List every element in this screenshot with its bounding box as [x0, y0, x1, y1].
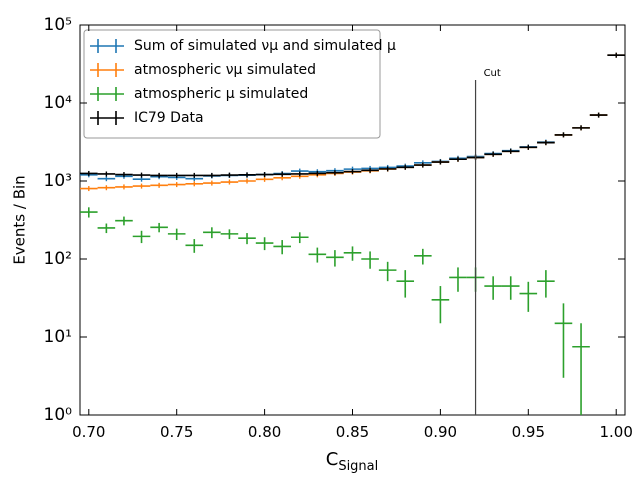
legend-label: atmospheric νμ simulated [134, 62, 316, 78]
legend-label: IC79 Data [134, 110, 204, 126]
cut-label: Cut [484, 68, 501, 79]
x-tick-label: 1.00 [600, 423, 633, 441]
x-axis-label-main: C [326, 449, 339, 470]
x-axis-label-sub: Signal [338, 459, 378, 474]
x-tick-label: 0.75 [160, 423, 193, 441]
legend-label: atmospheric μ simulated [134, 86, 308, 102]
y-tick-label: 10³ [44, 171, 72, 191]
y-tick-label: 10⁴ [44, 93, 73, 113]
y-tick-label: 10¹ [44, 327, 72, 347]
legend-label: Sum of simulated νμ and simulated μ [134, 38, 396, 54]
x-tick-label: 0.70 [72, 423, 105, 441]
y-tick-label: 10⁵ [44, 15, 72, 35]
x-tick-label: 0.95 [512, 423, 545, 441]
x-tick-label: 0.80 [248, 423, 281, 441]
x-tick-label: 0.85 [336, 423, 369, 441]
legend: Sum of simulated νμ and simulated μ atmos… [83, 29, 396, 139]
x-tick-label: 0.90 [424, 423, 457, 441]
y-tick-label: 10⁰ [44, 405, 73, 425]
y-tick-label: 10² [44, 249, 72, 269]
plot-area [80, 52, 625, 415]
legend-box [83, 29, 381, 139]
y-axis-label: Events / Bin [11, 175, 29, 264]
x-axis-label: CSignal [326, 449, 379, 474]
